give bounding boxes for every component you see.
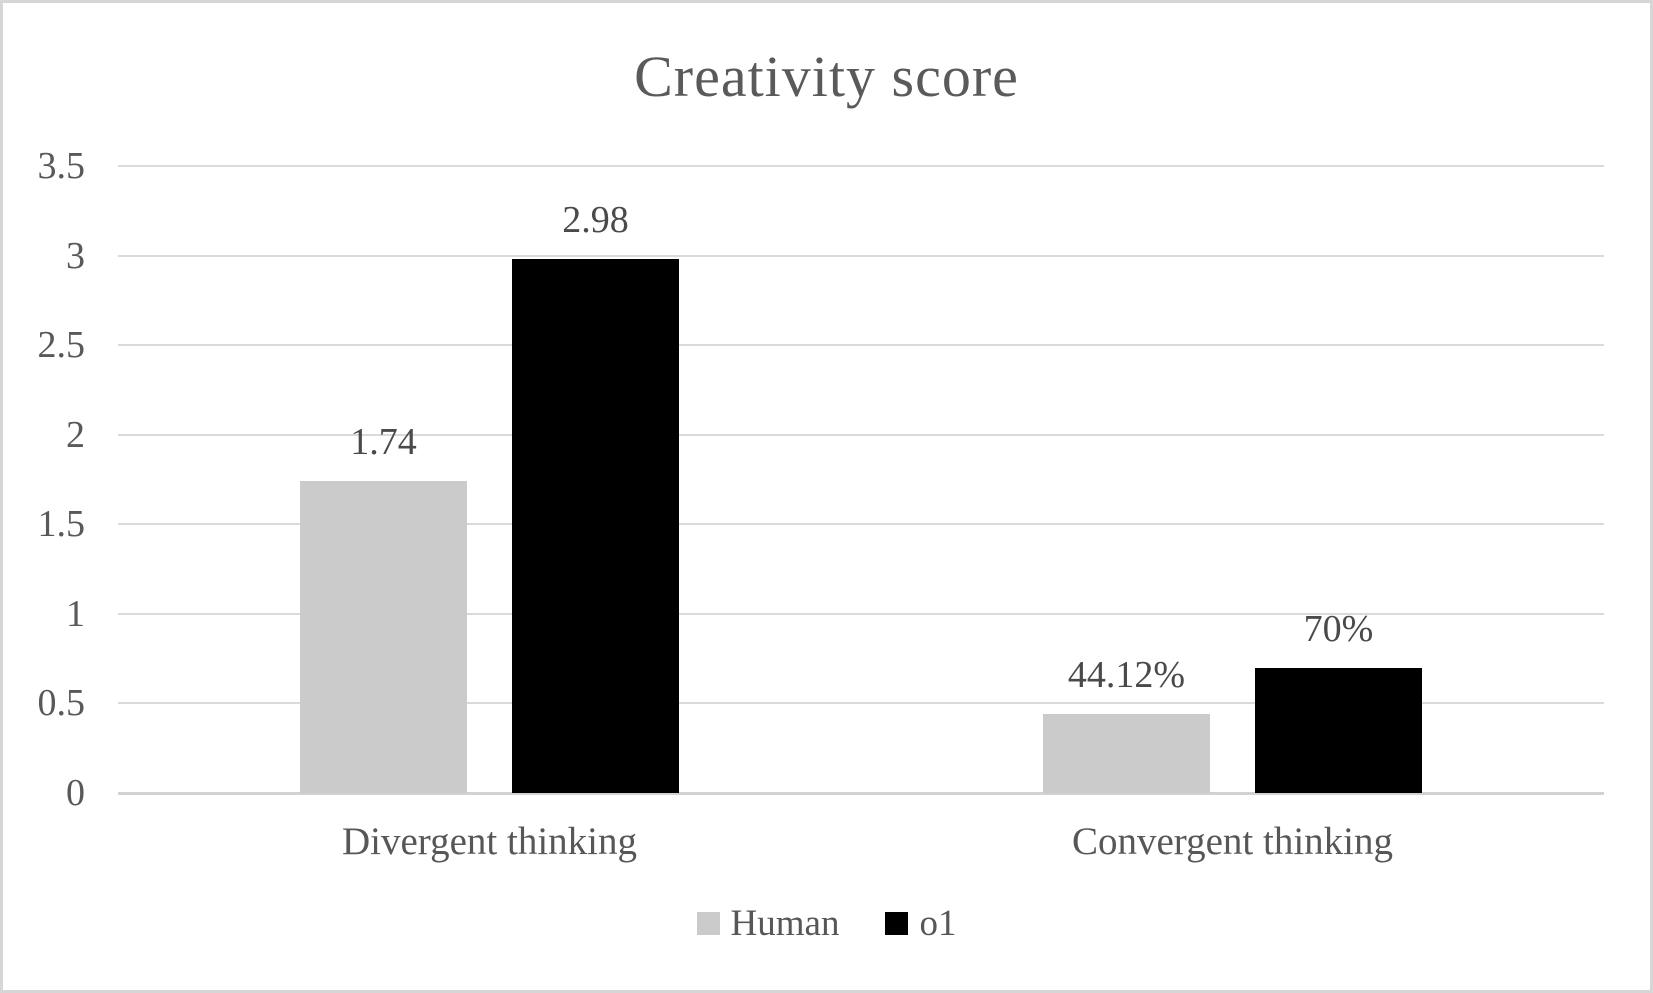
- gridline: [118, 433, 1604, 436]
- y-tick-label: 0: [66, 772, 85, 814]
- y-tick-label: 3: [66, 234, 85, 277]
- gridline: [118, 344, 1604, 347]
- y-tick-label: 1.5: [37, 503, 86, 546]
- y-tick-label: 2: [66, 413, 85, 456]
- y-tick-label: 2.5: [37, 324, 86, 367]
- legend-label-human: Human: [730, 903, 840, 944]
- gridline: [118, 612, 1604, 615]
- gridline: [118, 523, 1604, 526]
- bar-o1-convergent-thinking: [1255, 667, 1422, 793]
- value-label-human-divergent-thinking: 1.74: [350, 421, 417, 464]
- value-label-human-convergent-thinking: 44.12%: [1067, 653, 1186, 696]
- bar-human-convergent-thinking: [1043, 713, 1210, 793]
- value-label-o1-convergent-thinking: 70%: [1303, 607, 1374, 650]
- bar-o1-divergent-thinking: [512, 259, 679, 793]
- value-label-o1-divergent-thinking: 2.98: [562, 199, 629, 242]
- gridline: [118, 254, 1604, 257]
- legend-swatch-o1: [885, 912, 909, 935]
- legend: Human o1: [3, 905, 1650, 942]
- legend-swatch-human: [696, 912, 720, 935]
- category-label-divergent-thinking: Divergent thinking: [342, 820, 637, 863]
- x-axis-line: [118, 792, 1604, 795]
- bar-human-divergent-thinking: [300, 481, 467, 793]
- category-label-convergent-thinking: Convergent thinking: [1071, 820, 1393, 863]
- gridline: [118, 702, 1604, 705]
- y-tick-label: 0.5: [37, 682, 86, 725]
- legend-item-human: Human: [696, 903, 840, 944]
- chart-title: Creativity score: [634, 44, 1019, 109]
- legend-label-o1: o1: [919, 903, 957, 944]
- plot-area: 1.74 2.98 44.12% 70%: [118, 165, 1604, 795]
- gridline: [118, 165, 1604, 167]
- y-tick-label: 3.5: [37, 145, 86, 187]
- y-tick-label: 1: [66, 592, 85, 635]
- legend-item-o1: o1: [885, 905, 956, 942]
